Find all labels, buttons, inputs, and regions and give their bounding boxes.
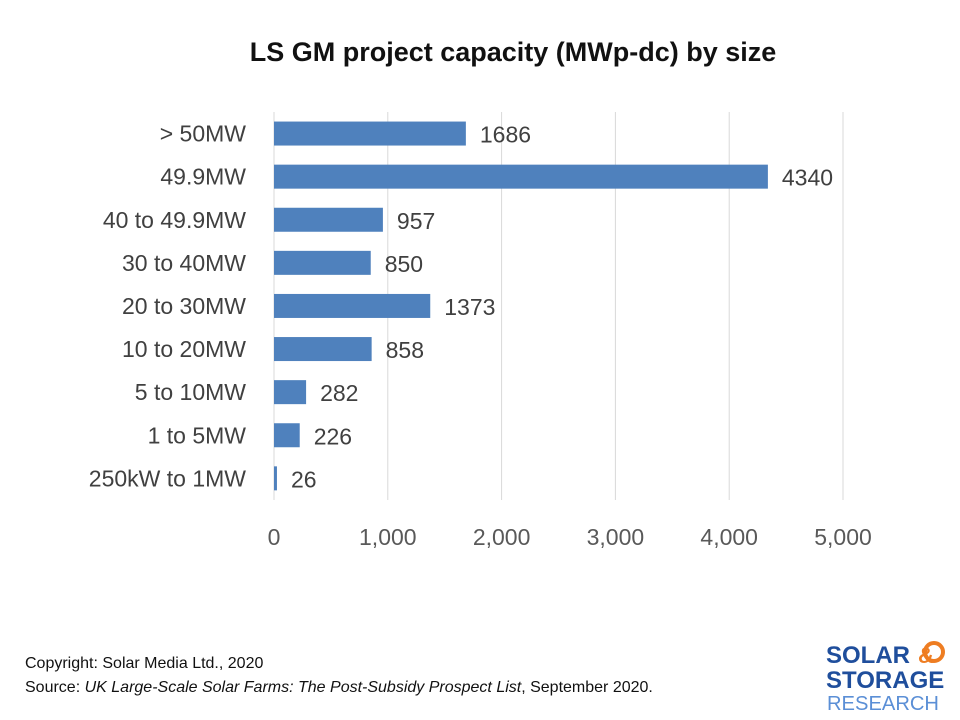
x-tick-label: 4,000	[700, 524, 758, 550]
source-title: UK Large-Scale Solar Farms: The Post-Sub…	[84, 679, 522, 696]
category-labels: > 50MW 49.9MW 40 to 49.9MW 30 to 40MW 20 to …	[89, 121, 247, 492]
category-label: 30 to 40MW	[122, 250, 246, 276]
logo-sun-arc-icon	[923, 641, 945, 663]
bar	[274, 164, 768, 189]
chart-title: LS GM project capacity (MWp-dc) by size	[250, 37, 777, 67]
category-label: 49.9MW	[160, 164, 246, 190]
bar	[274, 207, 383, 232]
bar	[274, 337, 372, 362]
source-line: Source: UK Large-Scale Solar Farms: The …	[25, 676, 653, 700]
category-label: > 50MW	[160, 121, 247, 147]
data-label: 858	[386, 337, 424, 363]
category-label: 20 to 30MW	[122, 293, 246, 319]
category-label: 10 to 20MW	[122, 336, 246, 362]
x-tick-label: 3,000	[587, 524, 645, 550]
logo-ampersand: &	[918, 643, 934, 668]
bar	[274, 423, 300, 448]
x-tick-label: 1,000	[359, 524, 417, 550]
data-label: 1686	[480, 122, 531, 148]
bar-chart: LS GM project capacity (MWp-dc) by size …	[89, 37, 872, 550]
category-label: 1 to 5MW	[148, 422, 247, 448]
bars	[274, 121, 768, 491]
data-label: 282	[320, 380, 358, 406]
data-label: 26	[291, 466, 317, 492]
copyright-text: Copyright: Solar Media Ltd., 2020	[25, 655, 264, 672]
bar	[274, 293, 431, 318]
data-label: 4340	[782, 165, 833, 191]
bar	[274, 250, 371, 275]
source-prefix: Source:	[25, 679, 85, 696]
footer: Copyright: Solar Media Ltd., 2020 Source…	[25, 652, 653, 700]
data-label: 1373	[444, 294, 495, 320]
data-labels: 1686 4340 957 850 1373 858 282 226 26	[291, 122, 833, 493]
x-tick-label: 0	[268, 524, 281, 550]
category-label: 5 to 10MW	[135, 379, 246, 405]
category-label: 40 to 49.9MW	[103, 207, 246, 233]
x-tick-labels: 0 1,000 2,000 3,000 4,000 5,000	[268, 524, 872, 550]
category-label: 250kW to 1MW	[89, 465, 246, 491]
x-tick-label: 5,000	[814, 524, 872, 550]
data-label: 957	[397, 208, 435, 234]
logo-storage: STORAGE	[826, 667, 944, 694]
bar	[274, 121, 466, 146]
data-label: 850	[385, 251, 423, 277]
logo-research: RESEARCH	[827, 693, 939, 714]
source-suffix: , September 2020.	[521, 679, 653, 696]
data-label: 226	[314, 423, 352, 449]
x-tick-label: 2,000	[473, 524, 531, 550]
bar	[274, 380, 307, 405]
logo-solar: SOLAR	[826, 642, 910, 669]
solar-storage-research-logo: SOLAR & STORAGE RESEARCH	[826, 641, 945, 714]
bar	[274, 466, 277, 491]
